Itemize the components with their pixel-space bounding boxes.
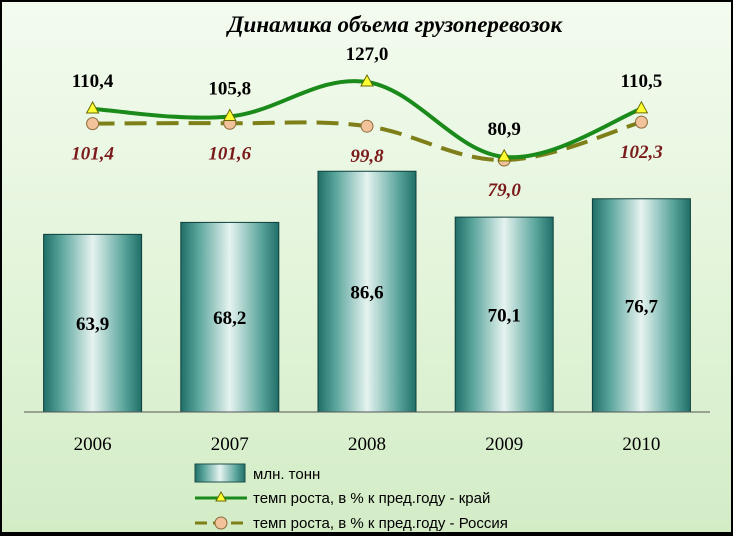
region-marker-2008 <box>360 73 374 87</box>
russia-value-label-2008: 99,8 <box>350 146 384 167</box>
russia-value-label-2007: 101,6 <box>208 143 251 164</box>
x-tick-label-2006: 2006 <box>74 434 112 455</box>
region-marker-2009 <box>497 148 512 162</box>
line-data-labels: 110,4 105,8 127,0 80,9 110,5 101,4 101,6 99,8 79… <box>71 44 663 201</box>
bar-2006 <box>43 233 143 413</box>
bar-2009 <box>454 216 554 413</box>
legend-swatch-region-marker <box>215 490 227 502</box>
region-value-label-2009: 80,9 <box>488 119 521 140</box>
russia-value-label-2010: 102,3 <box>620 142 663 163</box>
russia-value-label-2006: 101,4 <box>71 144 114 165</box>
bar-value-label-2008: 86,6 <box>350 283 383 304</box>
legend-label-bars: млн. тонн <box>253 466 320 483</box>
russia-marker-2006 <box>86 117 100 131</box>
x-tick-label-2010: 2010 <box>622 434 660 455</box>
bar-value-label-2010: 76,7 <box>625 296 659 317</box>
bar-2007 <box>180 221 280 413</box>
russia-marker-2008 <box>360 119 374 133</box>
legend-swatch-russia-marker <box>214 516 228 530</box>
russia-value-label-2009: 79,0 <box>488 180 522 201</box>
bar-value-label-2007: 68,2 <box>213 308 246 329</box>
region-marker-2007 <box>222 108 237 121</box>
region-marker-2010 <box>634 100 649 114</box>
x-tick-label-2008: 2008 <box>348 434 386 455</box>
bar-2010 <box>591 198 691 413</box>
legend: млн. тонн темп роста, в % к пред.году - … <box>194 463 508 532</box>
x-axis-tick-labels: 2006 2007 2008 2009 2010 <box>74 434 661 455</box>
x-tick-label-2007: 2007 <box>211 434 249 455</box>
legend-swatch-bars <box>194 463 246 483</box>
chart-title: Динамика объема грузоперевозок <box>226 12 564 37</box>
bar-value-label-2009: 70,1 <box>488 306 521 327</box>
legend-label-russia: темп роста, в % к пред.году - Россия <box>253 515 508 532</box>
russia-marker-2010 <box>634 115 648 129</box>
region-marker-2006 <box>85 100 100 114</box>
bar-series: 63,9 68,2 86,6 70,1 76,7 <box>43 170 691 413</box>
region-value-label-2010: 110,5 <box>621 71 663 92</box>
legend-label-region: темп роста, в % к пред.году - край <box>253 490 490 507</box>
region-value-label-2007: 105,8 <box>208 78 251 99</box>
line-series <box>85 73 649 167</box>
bar-value-label-2006: 63,9 <box>76 314 109 335</box>
bar-2008 <box>317 170 417 413</box>
region-value-label-2008: 127,0 <box>346 44 389 65</box>
region-value-label-2006: 110,4 <box>72 71 114 92</box>
x-tick-label-2009: 2009 <box>485 434 523 455</box>
